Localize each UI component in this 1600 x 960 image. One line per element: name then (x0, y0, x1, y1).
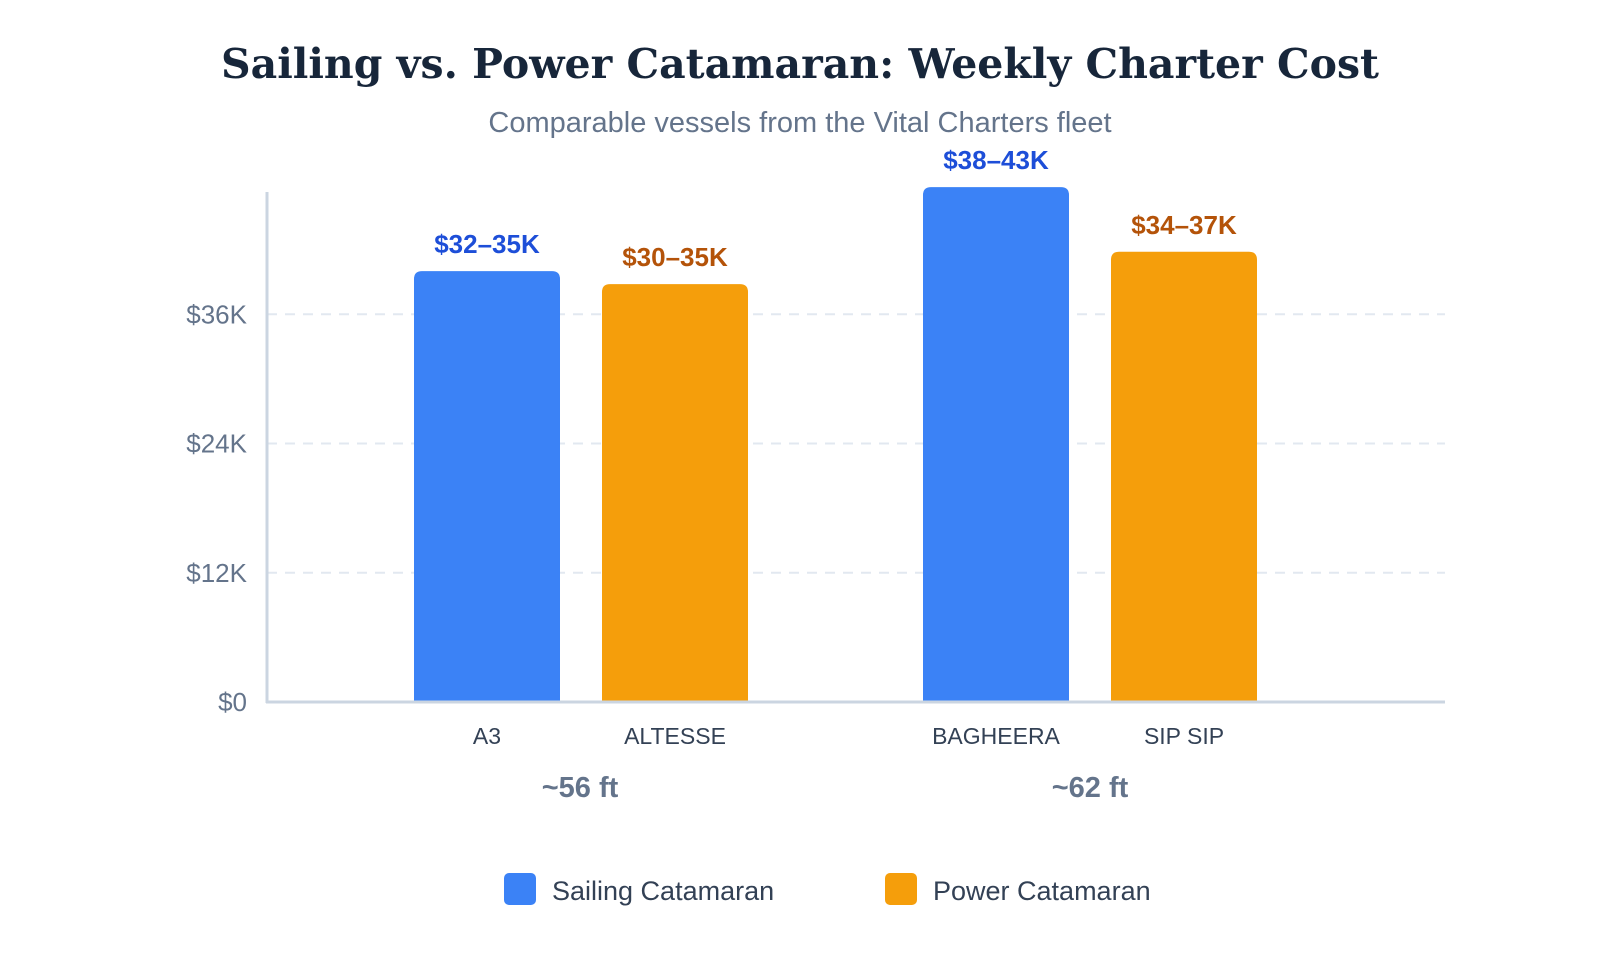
labels: $0 $12K $24K $36K $32–35K A3 $30–35K ALTESSE $38… (186, 145, 1237, 804)
group-label: ~56 ft (542, 772, 619, 804)
legend-swatch (885, 873, 917, 905)
y-tick-label: $36K (186, 299, 247, 329)
legend: Sailing Catamaran Power Catamaran (504, 873, 1151, 906)
bar-altesse (602, 284, 748, 702)
category-label: A3 (473, 723, 501, 749)
legend-label: Power Catamaran (933, 876, 1151, 906)
category-label: ALTESSE (624, 723, 726, 749)
category-label: SIP SIP (1144, 723, 1224, 749)
group-label: ~62 ft (1052, 772, 1129, 804)
y-tick-label: $24K (186, 429, 247, 459)
data-label: $30–35K (622, 242, 728, 272)
axes (265, 192, 1445, 704)
data-label: $32–35K (434, 229, 540, 259)
data-label: $38–43K (943, 145, 1049, 175)
bars (414, 187, 1257, 702)
category-label: BAGHEERA (932, 723, 1060, 749)
bar-bagheera (923, 187, 1069, 702)
y-tick-label: $12K (186, 558, 247, 588)
bar-a3 (414, 271, 560, 702)
legend-swatch (504, 873, 536, 905)
chart-subtitle: Comparable vessels from the Vital Charte… (488, 107, 1111, 139)
data-label: $34–37K (1131, 210, 1237, 240)
legend-label: Sailing Catamaran (552, 876, 774, 906)
y-tick-label: $0 (218, 687, 247, 717)
bar-sip-sip (1111, 251, 1257, 702)
chart-title: Sailing vs. Power Catamaran: Weekly Char… (221, 40, 1379, 88)
